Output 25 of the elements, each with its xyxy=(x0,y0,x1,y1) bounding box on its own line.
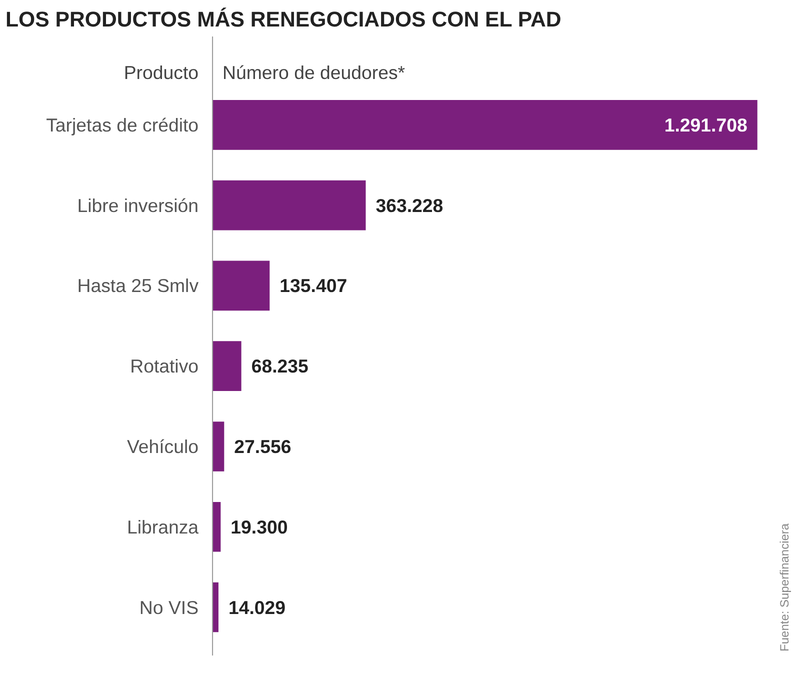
data-label: 68.235 xyxy=(251,356,308,377)
data-label: 14.029 xyxy=(228,596,286,618)
y-tick-label: Libranza xyxy=(126,516,200,538)
chart-title: LOS PRODUCTOS MÁS RENEGOCIADOS CON EL PAD xyxy=(6,8,562,32)
data-label: 363.228 xyxy=(376,194,444,216)
data-label: 19.300 xyxy=(230,516,288,538)
bar xyxy=(212,100,758,150)
y-tick-label: No VIS xyxy=(139,596,199,618)
source-note: Fuente: Superfinanciera xyxy=(778,523,792,652)
y-tick-label: Libre inversión xyxy=(77,194,199,216)
y-tick-label: Vehículo xyxy=(126,436,199,457)
y-tick-label: Hasta 25 Smlv xyxy=(77,275,200,296)
y-axis-title: Producto xyxy=(124,62,199,84)
y-tick-label: Rotativo xyxy=(130,356,199,377)
x-axis-title: Número de deudores* xyxy=(222,62,406,84)
bar xyxy=(212,422,224,472)
data-label: 135.407 xyxy=(280,275,348,296)
bar xyxy=(212,582,218,632)
bar xyxy=(212,180,366,230)
data-label: 27.556 xyxy=(234,436,292,457)
bar xyxy=(212,260,270,311)
bar xyxy=(212,341,242,392)
y-tick-label: Tarjetas de crédito xyxy=(46,114,199,136)
bar xyxy=(212,502,221,552)
data-label: 1.291.708 xyxy=(664,114,748,136)
